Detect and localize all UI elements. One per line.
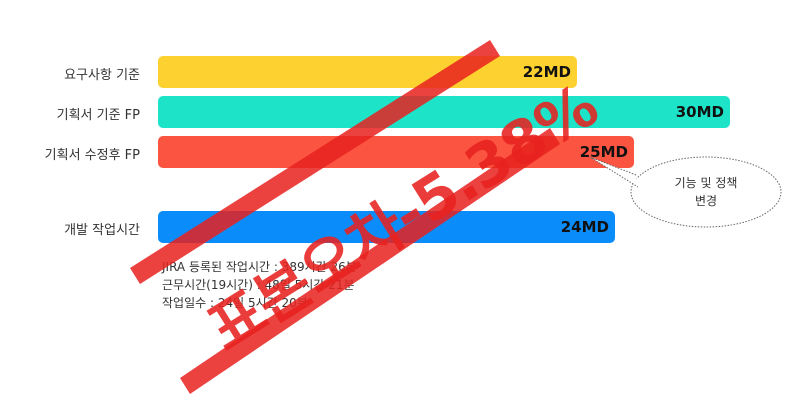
category-label-1: 기획서 기준 FP <box>56 108 140 123</box>
category-label-0: 요구사항 기준 <box>64 68 140 83</box>
bar-value-label-1: 30MD <box>675 103 724 121</box>
note-jira-hours: JIRA 등록된 작업시간 : 389시간 26분 <box>162 260 357 274</box>
callout-bubble: 기능 및 정책 변경 <box>589 155 782 229</box>
category-label-3: 개발 작업시간 <box>64 223 140 238</box>
bar-value-label-3: 24MD <box>560 218 609 236</box>
work-time-notes: JIRA 등록된 작업시간 : 389시간 26분 근무시간(19시간) : 4… <box>162 258 357 312</box>
note-work-hours: 근무시간(19시간) : 48일 5시간 21분 <box>162 278 355 292</box>
callout-line1: 기능 및 정책 <box>674 176 738 190</box>
callout-text: 기능 및 정책 변경 <box>630 155 782 229</box>
category-label-2: 기획서 수정후 FP <box>44 148 140 163</box>
bar-1: 30MD <box>158 96 730 128</box>
bar-value-label-2: 25MD <box>579 143 628 161</box>
callout-line2: 변경 <box>694 194 718 208</box>
note-work-days: 작업일수 : 24일 5시간 20분 <box>162 296 308 310</box>
callout-shape <box>589 156 782 228</box>
bar-value-label-0: 22MD <box>522 63 571 81</box>
bar-0: 22MD <box>158 56 577 88</box>
bar-2: 25MD <box>158 136 634 168</box>
bar-3: 24MD <box>158 211 615 243</box>
